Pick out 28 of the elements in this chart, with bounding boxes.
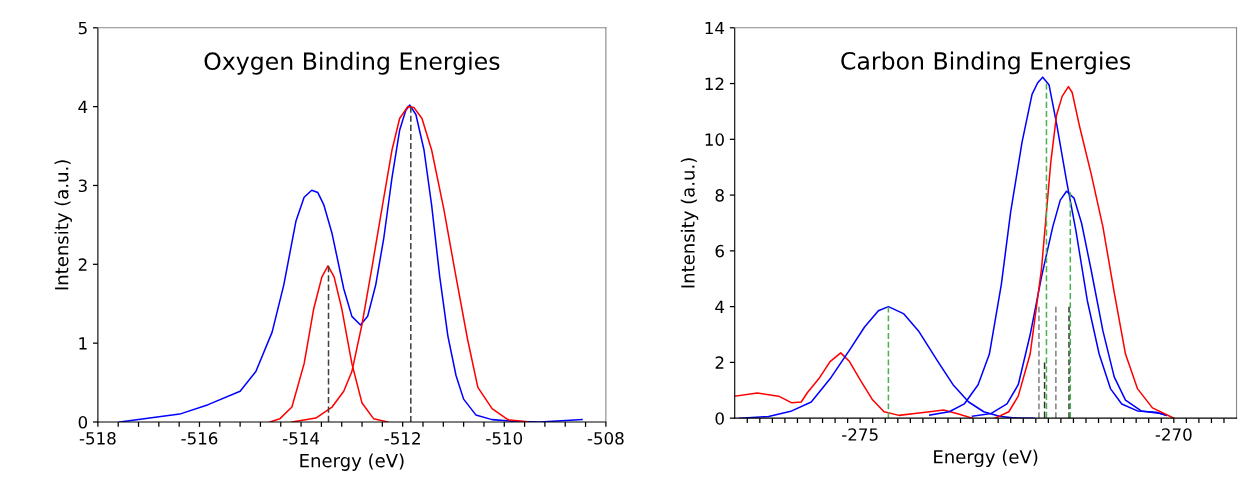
y-tick-label: 4 <box>78 100 88 113</box>
y-tick-label: 4 <box>715 300 725 313</box>
y-tick-label: 5 <box>78 21 87 35</box>
y-tick-label: 0 <box>78 415 88 429</box>
y-tick-label: 1 <box>79 337 87 350</box>
text: Oxygen Binding Energies <box>204 51 500 75</box>
x-tick-label: -512 <box>384 432 420 445</box>
y-tick-label: 12 <box>705 77 724 90</box>
y-tick-label: 6 <box>715 244 724 258</box>
y-axis-title: Intensity (a.u.) <box>54 160 72 290</box>
y-tick-label: 14 <box>705 21 725 35</box>
text: Carbon Binding Energies <box>841 51 1131 75</box>
x-tick-label: -508 <box>587 432 624 445</box>
x-tick-label: -518 <box>79 432 116 445</box>
y-axis-title: Intensity (a.u.) <box>680 158 699 288</box>
x-axis-title: Energy (eV) <box>934 449 1038 468</box>
y-tick-label: 3 <box>78 179 87 193</box>
x-tick-label: -270 <box>1155 428 1192 441</box>
y-tick-label: 8 <box>715 189 724 202</box>
x-tick-label: -516 <box>181 432 218 445</box>
x-tick-label: -510 <box>486 432 523 445</box>
y-tick-label: 2 <box>715 356 724 369</box>
x-axis-title: Energy (eV) <box>300 453 404 471</box>
y-tick-label: 10 <box>705 133 724 146</box>
y-tick-label: 0 <box>715 412 724 425</box>
y-tick-label: 2 <box>78 258 87 271</box>
x-tick-label: -275 <box>842 428 878 441</box>
x-tick-label: -514 <box>282 432 320 445</box>
